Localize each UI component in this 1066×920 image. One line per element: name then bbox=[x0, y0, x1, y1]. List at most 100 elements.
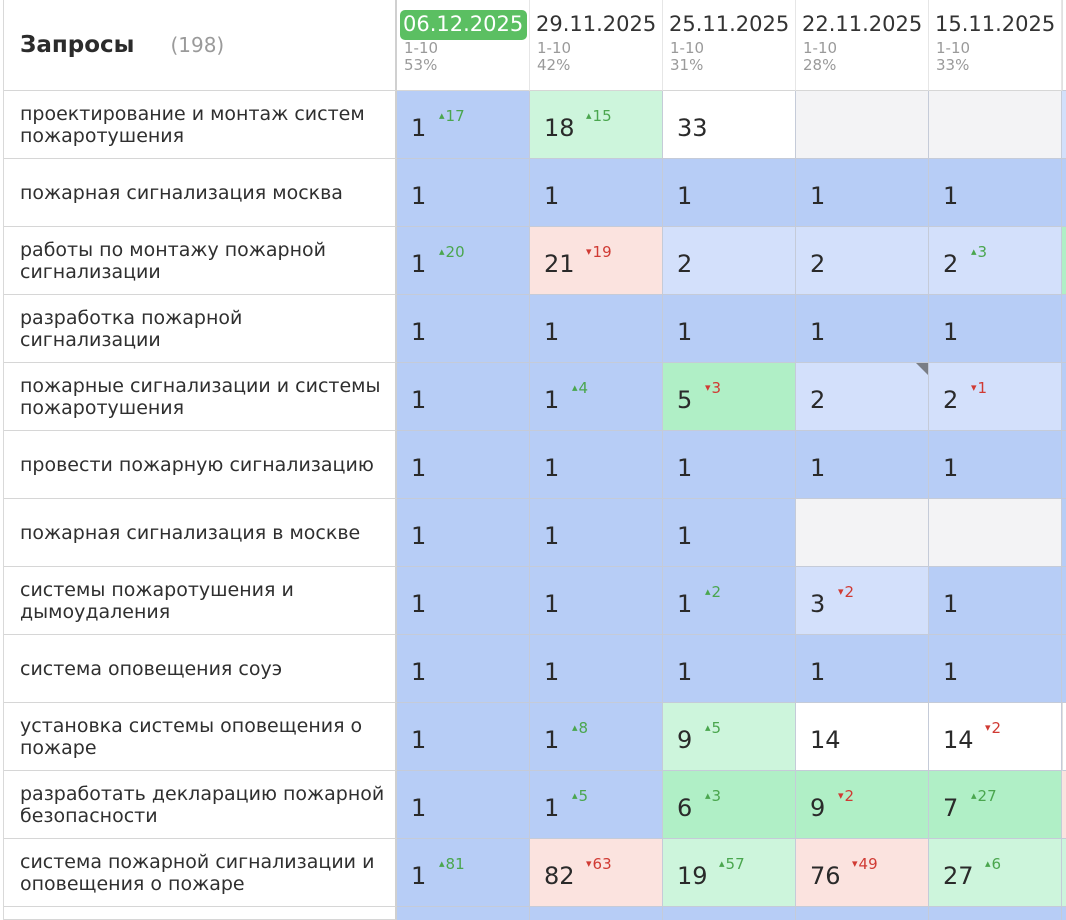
position-cell[interactable]: 1 bbox=[397, 431, 530, 499]
query-cell[interactable]: пожарные сигнализации и системы пожароту… bbox=[4, 363, 397, 431]
date-column-header[interactable]: 29.11.2025 1-10 42% bbox=[530, 0, 663, 91]
position-cell[interactable]: 1 bbox=[530, 499, 663, 567]
arrow-down-icon: ▾ bbox=[838, 585, 844, 598]
position-cell[interactable]: 9 ▾2 bbox=[796, 771, 929, 839]
position-change-wrap: ▴2 bbox=[705, 583, 721, 601]
query-cell[interactable]: работы по монтажу пожарной сигнализации bbox=[4, 227, 397, 295]
position-cell[interactable]: 1 bbox=[663, 499, 796, 567]
position-cell[interactable]: 76 ▾49 bbox=[796, 839, 929, 907]
position-cell[interactable]: 1 bbox=[397, 635, 530, 703]
position-cell[interactable]: 9 ▴5 bbox=[663, 703, 796, 771]
position-cell[interactable] bbox=[796, 499, 929, 567]
next-date-cell bbox=[1062, 839, 1066, 907]
position-value: 1 bbox=[411, 725, 427, 754]
position-cell[interactable]: 1 bbox=[796, 635, 929, 703]
position-cell[interactable]: 1 bbox=[397, 499, 530, 567]
position-cell[interactable]: 2 bbox=[796, 227, 929, 295]
queries-column-header[interactable]: Запросы (198) bbox=[4, 0, 397, 91]
position-cell[interactable]: 1 ▴17 bbox=[397, 91, 530, 159]
position-change: 2 bbox=[991, 719, 1002, 737]
position-cell[interactable]: 27 ▴6 bbox=[929, 839, 1062, 907]
position-cell[interactable]: 2 ▾1 bbox=[929, 363, 1062, 431]
position-cell[interactable]: 2 bbox=[796, 363, 929, 431]
position-value: 1 bbox=[411, 453, 427, 482]
position-cell[interactable]: 33 bbox=[663, 91, 796, 159]
position-cell[interactable]: 1 bbox=[397, 567, 530, 635]
position-cell[interactable]: 1 bbox=[397, 159, 530, 227]
position-cell[interactable]: 1 bbox=[397, 771, 530, 839]
position-change: 5 bbox=[578, 787, 589, 805]
position-value: 1 bbox=[677, 317, 693, 346]
position-value: 1 bbox=[411, 657, 427, 686]
query-cell[interactable]: пожарная сигнализация в москве bbox=[4, 499, 397, 567]
position-cell[interactable]: 1 bbox=[397, 703, 530, 771]
position-cell[interactable]: 14 bbox=[796, 703, 929, 771]
query-cell[interactable]: разработка пожарной сигнализации bbox=[4, 295, 397, 363]
position-value: 1 bbox=[544, 385, 560, 414]
position-cell[interactable]: 14 ▾2 bbox=[929, 703, 1062, 771]
arrow-up-icon: ▴ bbox=[586, 109, 592, 122]
date-column-header[interactable]: 25.11.2025 1-10 31% bbox=[663, 0, 796, 91]
position-cell[interactable] bbox=[929, 499, 1062, 567]
date-label: 29.11.2025 bbox=[536, 12, 657, 36]
position-change-wrap: ▾2 bbox=[838, 583, 854, 601]
position-cell[interactable]: 1 bbox=[530, 635, 663, 703]
position-cell[interactable]: 7 ▴27 bbox=[929, 771, 1062, 839]
next-date-column-header[interactable] bbox=[1062, 0, 1066, 91]
position-cell[interactable]: 1 bbox=[929, 295, 1062, 363]
date-label: 25.11.2025 bbox=[669, 12, 790, 36]
query-cell[interactable]: установка системы оповещения о пожаре bbox=[4, 703, 397, 771]
position-cell[interactable]: 1 bbox=[397, 295, 530, 363]
position-cell[interactable]: 5 ▾3 bbox=[663, 363, 796, 431]
position-cell[interactable]: 1 bbox=[663, 431, 796, 499]
position-cell[interactable]: 1 ▴4 bbox=[530, 363, 663, 431]
position-cell[interactable]: 1 bbox=[663, 159, 796, 227]
position-cell[interactable]: 1 bbox=[929, 635, 1062, 703]
position-cell[interactable]: 1 bbox=[929, 159, 1062, 227]
position-cell[interactable]: 1 bbox=[397, 363, 530, 431]
position-cell[interactable]: 18 ▴15 bbox=[530, 91, 663, 159]
position-cell[interactable]: 1 bbox=[530, 431, 663, 499]
position-cell[interactable]: 1 bbox=[663, 295, 796, 363]
position-cell[interactable]: 2 ▴3 bbox=[929, 227, 1062, 295]
position-cell[interactable] bbox=[796, 91, 929, 159]
position-cell[interactable]: 19 ▴57 bbox=[663, 839, 796, 907]
position-cell[interactable]: 1 bbox=[663, 635, 796, 703]
position-cell[interactable]: 2 bbox=[663, 227, 796, 295]
position-value: 9 bbox=[810, 793, 826, 822]
position-cell[interactable]: 1 ▴5 bbox=[530, 771, 663, 839]
position-cell[interactable]: 6 ▴3 bbox=[663, 771, 796, 839]
position-change-wrap: ▴3 bbox=[705, 787, 721, 805]
next-date-cell bbox=[1062, 227, 1066, 295]
query-cell[interactable]: системы пожаротушения и дымоудаления bbox=[4, 567, 397, 635]
position-cell[interactable]: 1 bbox=[929, 567, 1062, 635]
date-column-header[interactable]: 06.12.2025 1-10 53% bbox=[397, 0, 530, 91]
position-cell[interactable]: 1 bbox=[530, 567, 663, 635]
position-value: 1 bbox=[544, 181, 560, 210]
position-cell[interactable]: 1 ▴20 bbox=[397, 227, 530, 295]
position-cell[interactable]: 3 ▾2 bbox=[796, 567, 929, 635]
position-cell[interactable]: 1 bbox=[796, 431, 929, 499]
query-cell[interactable]: провести пожарную сигнализацию bbox=[4, 431, 397, 499]
position-cell[interactable]: 82 ▾63 bbox=[530, 839, 663, 907]
position-cell[interactable]: 21 ▾19 bbox=[530, 227, 663, 295]
position-cell[interactable]: 1 ▴81 bbox=[397, 839, 530, 907]
query-cell[interactable]: проектирование и монтаж систем пожаротуш… bbox=[4, 91, 397, 159]
position-cell[interactable]: 1 bbox=[530, 295, 663, 363]
position-cell[interactable]: 1 bbox=[796, 295, 929, 363]
query-cell[interactable]: система оповещения соуэ bbox=[4, 635, 397, 703]
position-cell[interactable]: 1 ▴2 bbox=[663, 567, 796, 635]
position-cell[interactable]: 1 bbox=[929, 431, 1062, 499]
date-column-header[interactable]: 15.11.2025 1-10 33% bbox=[929, 0, 1062, 91]
date-percent: 33% bbox=[936, 56, 970, 74]
position-change-wrap: ▴17 bbox=[439, 107, 465, 125]
position-cell[interactable]: 1 bbox=[530, 159, 663, 227]
date-column-header[interactable]: 22.11.2025 1-10 28% bbox=[796, 0, 929, 91]
position-cell[interactable]: 1 bbox=[796, 159, 929, 227]
query-cell[interactable]: разработать декларацию пожарной безопасн… bbox=[4, 771, 397, 839]
position-change: 15 bbox=[592, 107, 612, 125]
query-cell[interactable]: система пожарной сигнализации и оповещен… bbox=[4, 839, 397, 907]
position-cell[interactable] bbox=[929, 91, 1062, 159]
query-cell[interactable]: пожарная сигнализация москва bbox=[4, 159, 397, 227]
position-cell[interactable]: 1 ▴8 bbox=[530, 703, 663, 771]
